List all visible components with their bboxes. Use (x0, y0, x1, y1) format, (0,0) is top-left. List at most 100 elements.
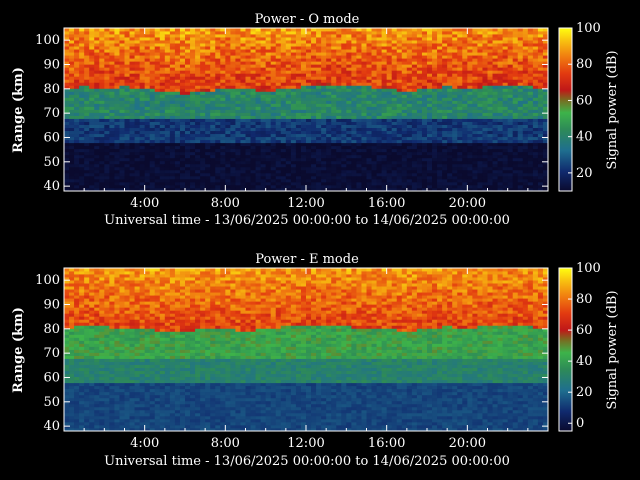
heatmap-cell (517, 142, 524, 147)
heatmap-cell (280, 46, 287, 50)
heatmap-cell (174, 151, 181, 156)
heatmap-cell (316, 160, 322, 165)
heatmap-cell (235, 40, 241, 44)
heatmap-cell (205, 79, 211, 83)
heatmap-cell (114, 76, 120, 80)
heatmap-cell (285, 88, 292, 92)
heatmap-cell (406, 28, 413, 32)
heatmap-cell (84, 184, 90, 189)
heatmap-cell (432, 49, 438, 53)
heatmap-cell (331, 133, 337, 138)
heatmap-cell (260, 97, 267, 101)
heatmap-cell (326, 109, 332, 113)
heatmap-cell (477, 52, 483, 56)
heatmap-cell (275, 121, 282, 125)
heatmap-cell (200, 40, 206, 44)
heatmap-cell (356, 139, 362, 144)
heatmap-cell (275, 103, 282, 107)
heatmap-cell (416, 133, 423, 138)
heatmap-cell (391, 142, 398, 147)
heatmap-cell (250, 70, 256, 74)
heatmap-cell (427, 169, 433, 174)
heatmap-cell (295, 34, 302, 38)
heatmap-cell (179, 127, 186, 132)
heatmap-cell (144, 79, 151, 83)
heatmap-cell (321, 133, 327, 138)
heatmap-cell (300, 178, 307, 183)
heatmap-cell (427, 58, 433, 62)
heatmap-cell (386, 175, 393, 180)
heatmap-cell (376, 169, 383, 174)
heatmap-cell (306, 43, 312, 47)
heatmap-cell (522, 142, 529, 147)
heatmap-cell (487, 58, 493, 62)
heatmap-cell (487, 37, 493, 41)
heatmap-cell (396, 76, 403, 80)
heatmap-cell (376, 148, 383, 153)
heatmap-cell (99, 124, 105, 129)
heatmap-cell (391, 109, 398, 113)
heatmap-cell (190, 151, 196, 156)
heatmap-cell (427, 28, 433, 32)
heatmap-cell (386, 142, 393, 147)
heatmap-cell (341, 82, 347, 86)
heatmap-cell (144, 157, 151, 162)
heatmap-cell (472, 121, 478, 125)
heatmap-cell (341, 85, 347, 89)
heatmap-cell (447, 43, 453, 47)
heatmap-cell (331, 136, 337, 141)
heatmap-cell (235, 160, 241, 165)
heatmap-cell (341, 175, 347, 180)
heatmap-cell (159, 151, 166, 156)
heatmap-cell (285, 82, 292, 86)
heatmap-cell (416, 67, 423, 71)
heatmap-cell (321, 79, 327, 83)
heatmap-cell (421, 169, 428, 174)
heatmap-cell (401, 73, 408, 77)
heatmap-cell (119, 187, 125, 191)
heatmap-cell (260, 157, 267, 162)
heatmap-cell (381, 157, 388, 162)
heatmap-cell (210, 184, 216, 189)
heatmap-cell (169, 46, 176, 50)
heatmap-cell (371, 55, 377, 59)
heatmap-cell (265, 142, 272, 147)
heatmap-cell (467, 109, 473, 113)
heatmap-cell (245, 121, 251, 125)
heatmap-cell (316, 40, 322, 44)
heatmap-cell (502, 112, 509, 116)
heatmap-cell (381, 58, 388, 62)
heatmap-cell (159, 49, 166, 53)
heatmap-cell (331, 76, 337, 80)
heatmap-cell (74, 91, 80, 95)
heatmap-cell (99, 187, 105, 191)
heatmap-cell (260, 103, 267, 107)
heatmap-cell (416, 40, 423, 44)
heatmap-cell (391, 34, 398, 38)
heatmap-cell (185, 133, 191, 138)
heatmap-cell (401, 187, 408, 191)
heatmap-cell (139, 82, 146, 86)
heatmap-cell (230, 160, 236, 165)
heatmap-cell (174, 76, 181, 80)
heatmap-cell (457, 34, 463, 38)
heatmap-cell (401, 124, 408, 129)
heatmap-cell (467, 31, 473, 35)
heatmap-cell (457, 100, 463, 104)
heatmap-cell (371, 184, 377, 189)
heatmap-cell (371, 130, 377, 135)
heatmap-cell (275, 91, 282, 95)
heatmap-cell (432, 43, 438, 47)
heatmap-cell (195, 43, 201, 47)
heatmap-cell (321, 88, 327, 92)
heatmap-cell (356, 166, 362, 171)
heatmap-cell (99, 88, 105, 92)
heatmap-cell (89, 52, 95, 56)
heatmap-cell (522, 106, 529, 110)
heatmap-cell (316, 139, 322, 144)
heatmap-cell (154, 112, 161, 116)
heatmap-cell (109, 31, 115, 35)
heatmap-cell (366, 85, 372, 89)
heatmap-cell (134, 178, 141, 183)
heatmap-cell (210, 163, 216, 168)
